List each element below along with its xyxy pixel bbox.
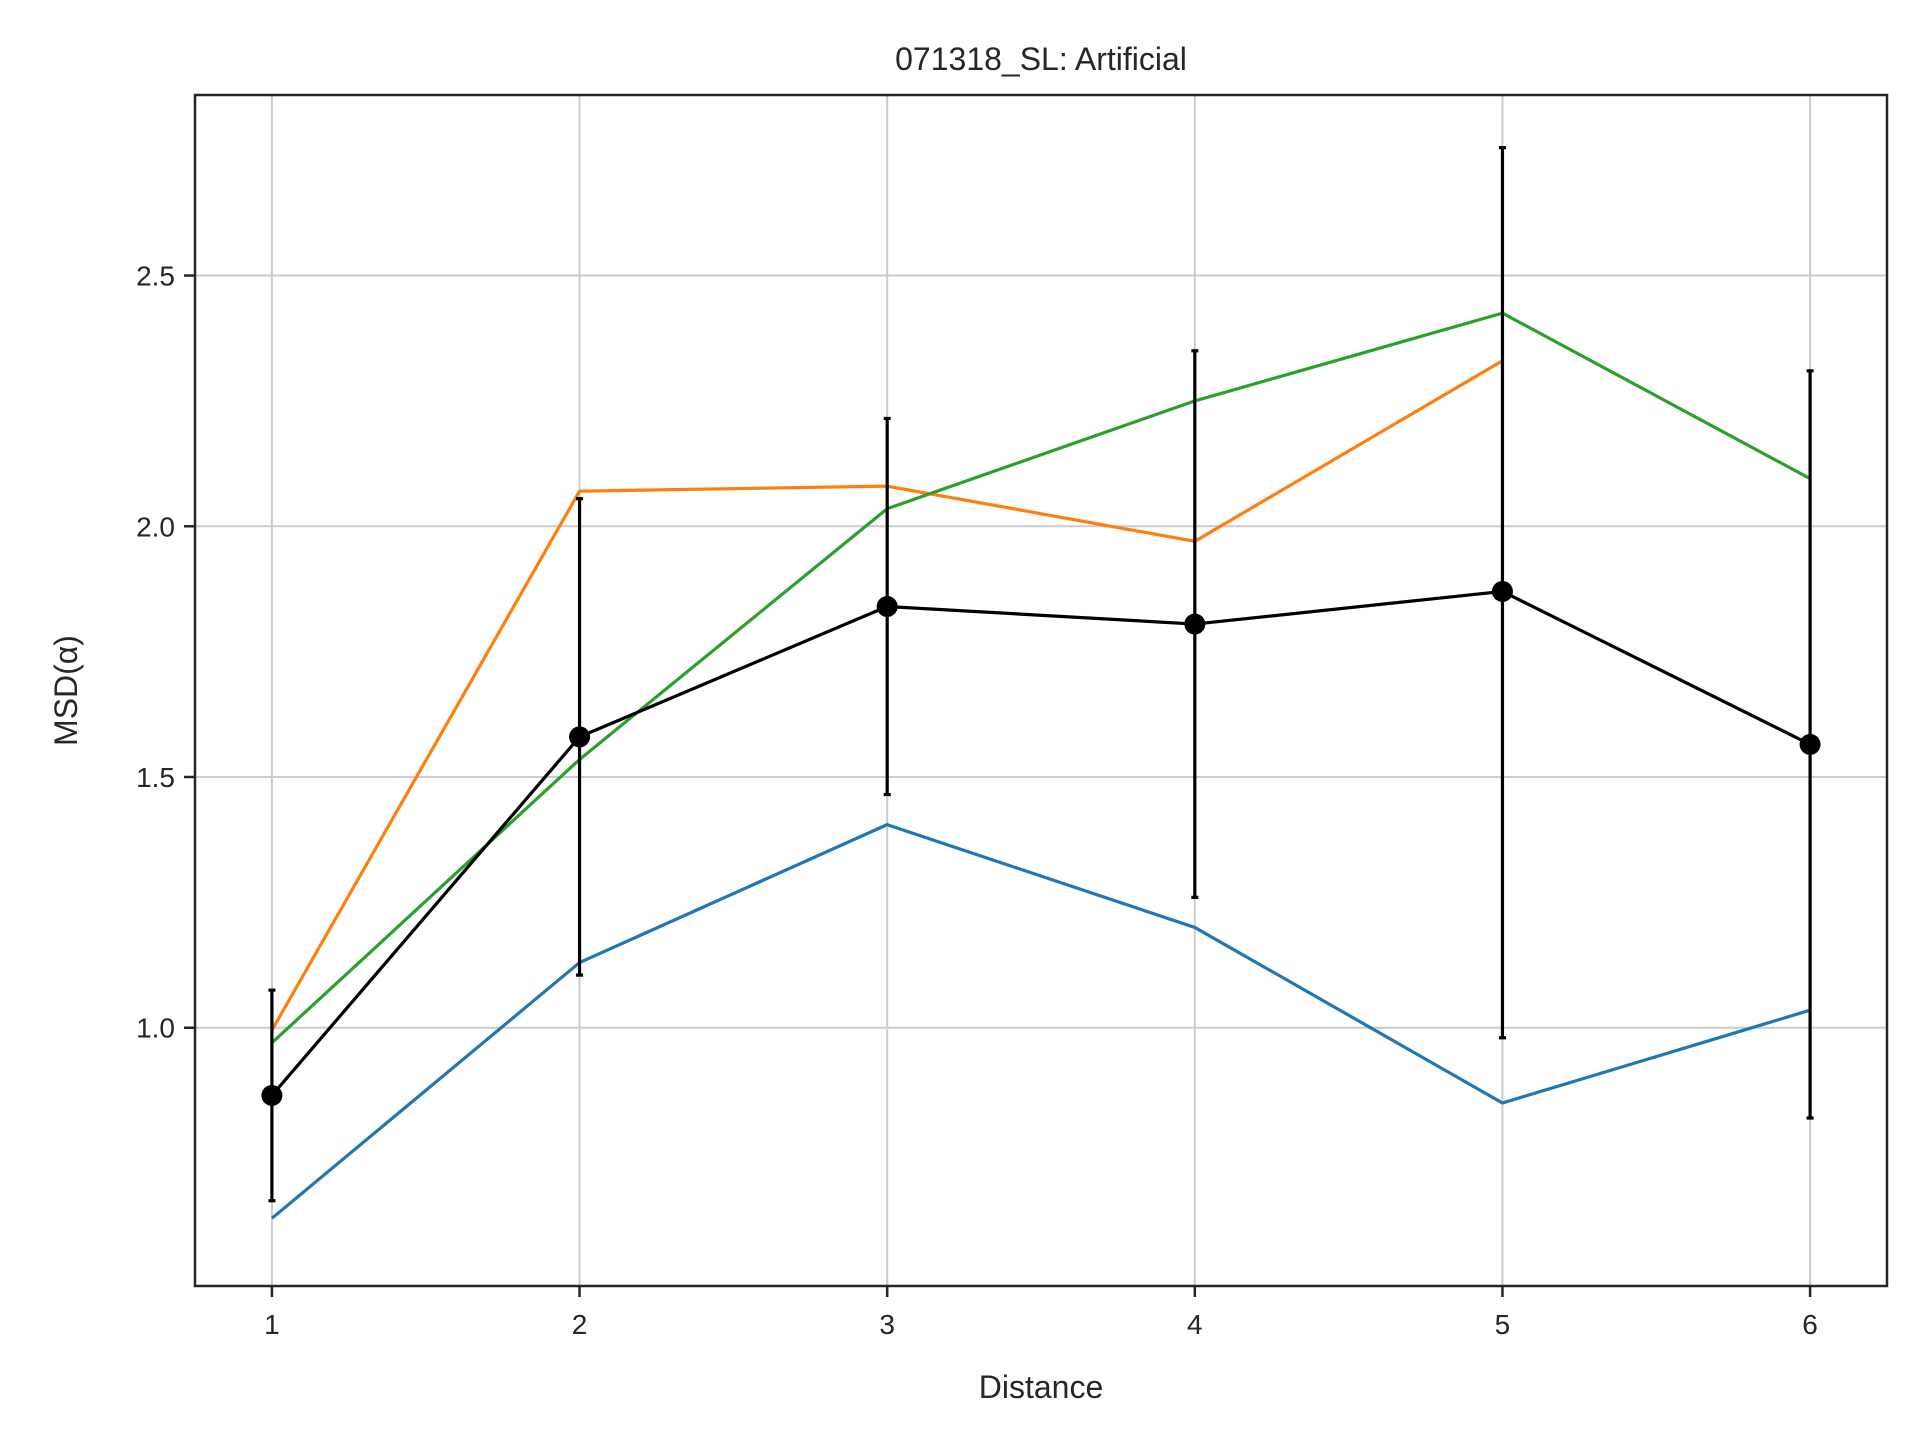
series-1 (270, 823, 1811, 1220)
series-layer (261, 146, 1821, 1220)
series-line (270, 589, 1811, 1097)
data-point (1491, 580, 1513, 602)
series-3 (270, 311, 1811, 1044)
data-point (261, 1084, 283, 1106)
chart-title: 071318_SL: Artificial (895, 41, 1187, 77)
x-tick-label: 3 (879, 1309, 895, 1340)
y-tick-label: 1.5 (136, 762, 175, 793)
data-point (1799, 733, 1821, 755)
plot-frame (193, 93, 1889, 1288)
grid (195, 95, 1887, 1286)
y-tick-label: 2.0 (136, 511, 175, 542)
y-tick-label: 2.5 (136, 261, 175, 292)
x-tick-label: 6 (1802, 1309, 1818, 1340)
series-line (270, 311, 1811, 1044)
ticks: 1 2 3 4 5 6 1.0 1.5 2.0 2.5 (136, 261, 1818, 1340)
x-tick-label: 1 (264, 1309, 280, 1340)
x-tick-label: 5 (1495, 1309, 1511, 1340)
x-axis-title: Distance (979, 1369, 1104, 1405)
data-point (569, 726, 591, 748)
series-4 (261, 146, 1821, 1203)
data-point (876, 596, 898, 618)
data-point (1184, 613, 1206, 635)
y-axis-title: MSD(α) (48, 635, 84, 746)
series-line (270, 823, 1811, 1220)
y-tick-label: 1.0 (136, 1013, 175, 1044)
x-tick-label: 2 (572, 1309, 588, 1340)
x-tick-label: 4 (1187, 1309, 1203, 1340)
